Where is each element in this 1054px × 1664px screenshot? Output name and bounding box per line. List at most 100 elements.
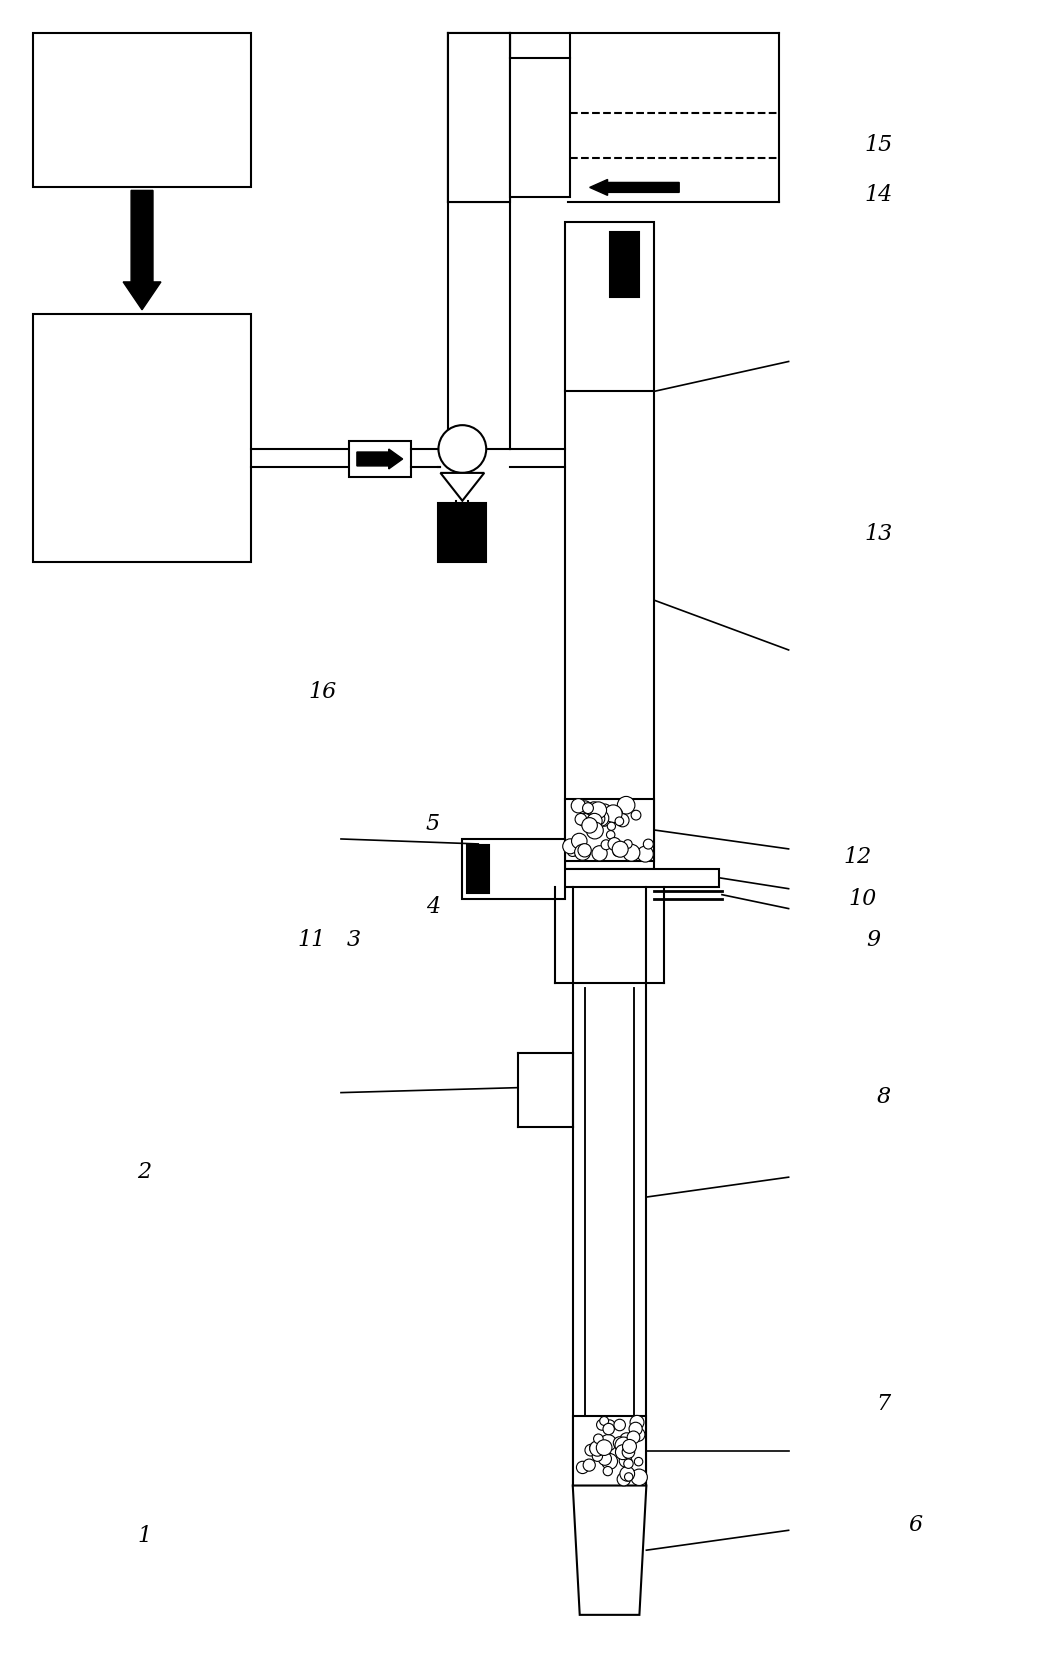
Circle shape xyxy=(613,849,622,857)
Circle shape xyxy=(606,830,614,840)
Bar xyxy=(609,233,640,298)
Circle shape xyxy=(618,1473,630,1486)
Circle shape xyxy=(614,844,627,857)
Circle shape xyxy=(618,797,635,814)
Text: 13: 13 xyxy=(864,522,893,546)
Circle shape xyxy=(613,809,623,817)
Circle shape xyxy=(603,1423,614,1434)
Circle shape xyxy=(587,802,602,817)
Text: 16: 16 xyxy=(309,681,336,702)
Circle shape xyxy=(567,847,578,857)
Text: 5: 5 xyxy=(426,812,440,835)
Circle shape xyxy=(604,1419,614,1431)
Circle shape xyxy=(643,840,653,850)
Text: 1: 1 xyxy=(137,1524,152,1546)
Circle shape xyxy=(631,1428,645,1441)
Circle shape xyxy=(575,814,587,825)
Text: 14: 14 xyxy=(864,183,893,206)
Bar xyxy=(33,35,252,188)
Circle shape xyxy=(438,426,486,474)
Circle shape xyxy=(608,839,621,850)
Circle shape xyxy=(599,804,611,817)
Circle shape xyxy=(580,802,591,812)
Circle shape xyxy=(616,1438,632,1454)
Polygon shape xyxy=(572,1486,646,1614)
Circle shape xyxy=(571,834,587,849)
Circle shape xyxy=(578,814,591,827)
Circle shape xyxy=(624,1459,633,1469)
Bar xyxy=(565,223,655,869)
Circle shape xyxy=(620,1433,633,1446)
Text: 6: 6 xyxy=(907,1513,922,1534)
Bar xyxy=(438,504,486,562)
Circle shape xyxy=(590,1441,605,1456)
Circle shape xyxy=(629,1428,642,1439)
Circle shape xyxy=(631,810,641,820)
Circle shape xyxy=(630,1416,644,1429)
Text: 10: 10 xyxy=(848,887,877,909)
Circle shape xyxy=(623,840,632,849)
Circle shape xyxy=(612,809,622,817)
Circle shape xyxy=(585,1444,597,1456)
Circle shape xyxy=(635,1458,643,1466)
Circle shape xyxy=(586,822,603,839)
Text: 2: 2 xyxy=(137,1160,152,1183)
Circle shape xyxy=(592,847,607,862)
Circle shape xyxy=(589,1443,601,1454)
Circle shape xyxy=(625,1473,632,1481)
Circle shape xyxy=(563,839,578,854)
Text: 12: 12 xyxy=(843,845,872,869)
Circle shape xyxy=(602,1454,618,1469)
Circle shape xyxy=(638,847,653,862)
Circle shape xyxy=(600,1416,608,1426)
Circle shape xyxy=(631,1469,647,1486)
Circle shape xyxy=(593,1434,603,1444)
Bar xyxy=(565,800,655,862)
Bar xyxy=(463,839,565,899)
Text: 3: 3 xyxy=(347,929,362,950)
Text: 4: 4 xyxy=(426,895,440,917)
Circle shape xyxy=(592,810,609,827)
Bar xyxy=(572,983,646,1486)
Text: 11: 11 xyxy=(298,929,326,950)
Bar xyxy=(501,869,719,887)
Circle shape xyxy=(591,812,605,825)
Circle shape xyxy=(619,1454,631,1468)
Circle shape xyxy=(577,842,585,850)
Circle shape xyxy=(598,812,611,827)
Circle shape xyxy=(623,1439,637,1453)
Circle shape xyxy=(603,1466,612,1476)
Text: 9: 9 xyxy=(866,929,880,950)
Circle shape xyxy=(578,844,591,857)
Circle shape xyxy=(583,804,593,814)
Bar xyxy=(510,58,570,198)
Bar xyxy=(33,314,252,562)
Text: 7: 7 xyxy=(877,1393,891,1414)
Circle shape xyxy=(620,1466,635,1481)
Bar xyxy=(467,845,489,894)
Circle shape xyxy=(629,1423,642,1436)
Circle shape xyxy=(616,817,624,825)
Circle shape xyxy=(622,1446,635,1458)
FancyArrow shape xyxy=(357,449,403,469)
Circle shape xyxy=(599,1453,611,1466)
Circle shape xyxy=(607,822,616,830)
Circle shape xyxy=(616,814,629,827)
Circle shape xyxy=(605,805,622,824)
Circle shape xyxy=(590,802,606,819)
Circle shape xyxy=(567,842,582,857)
Polygon shape xyxy=(441,474,484,501)
Bar xyxy=(349,443,411,478)
Text: 8: 8 xyxy=(877,1087,891,1108)
Circle shape xyxy=(613,1436,626,1449)
Circle shape xyxy=(582,819,598,834)
Circle shape xyxy=(612,842,628,857)
Circle shape xyxy=(613,1419,625,1431)
Bar xyxy=(448,35,510,203)
Circle shape xyxy=(571,799,586,814)
Circle shape xyxy=(600,1434,617,1451)
Circle shape xyxy=(623,845,640,862)
Circle shape xyxy=(587,814,602,829)
Circle shape xyxy=(601,840,611,850)
Circle shape xyxy=(616,1444,630,1459)
